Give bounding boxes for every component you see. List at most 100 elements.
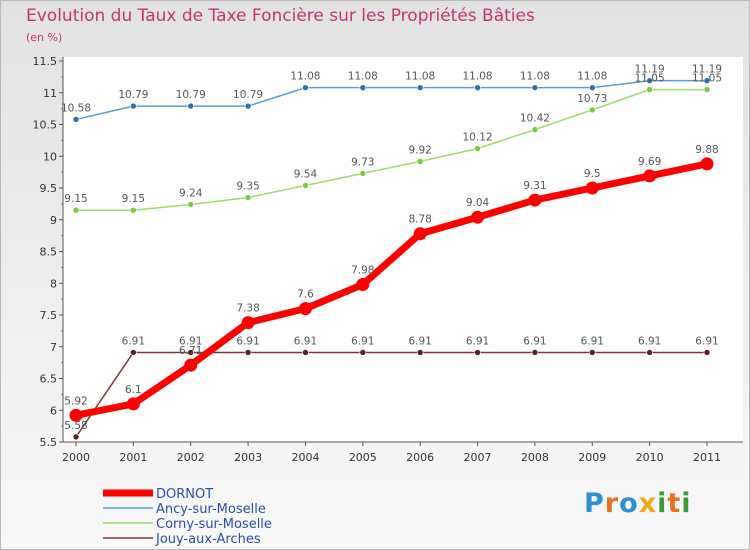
data-point-corny-sur-moselle xyxy=(187,201,195,208)
data-point-ancy-sur-moselle xyxy=(703,77,711,84)
y-tick-label: 8 xyxy=(50,277,57,290)
y-tick-label: 6.5 xyxy=(40,373,58,386)
data-point-dornot xyxy=(585,181,599,195)
data-point-corny-sur-moselle xyxy=(302,182,309,189)
data-point-corny-sur-moselle xyxy=(531,126,539,133)
data-label-ancy-sur-moselle: 11.08 xyxy=(290,71,320,83)
data-label-ancy-sur-moselle: 11.19 xyxy=(692,64,722,76)
data-point-corny-sur-moselle xyxy=(416,158,424,165)
y-tick-label: 11 xyxy=(43,87,57,100)
data-label-corny-sur-moselle: 9.92 xyxy=(408,144,431,156)
data-point-ancy-sur-moselle xyxy=(130,102,137,110)
data-point-ancy-sur-moselle xyxy=(187,102,195,110)
y-unit-label: (en %) xyxy=(26,31,63,44)
x-tick-label: 2004 xyxy=(291,451,319,464)
data-label-corny-sur-moselle: 10.42 xyxy=(520,113,550,125)
x-tick-label: 2003 xyxy=(234,451,262,464)
legend-label-dornot: DORNOT xyxy=(156,487,213,502)
data-point-ancy-sur-moselle xyxy=(531,84,539,91)
legend-label-ancy-sur-moselle: Ancy-sur-Moselle xyxy=(156,502,266,517)
data-label-corny-sur-moselle: 9.24 xyxy=(179,188,203,200)
data-point-dornot xyxy=(413,227,427,241)
data-label-dornot: 9.5 xyxy=(584,168,601,180)
series-line-corny-sur-moselle xyxy=(75,88,708,211)
data-point-jouy-aux-arches xyxy=(302,349,309,356)
data-point-jouy-aux-arches xyxy=(588,349,596,356)
data-label-jouy-aux-arches: 6.91 xyxy=(351,335,374,347)
data-label-jouy-aux-arches: 6.91 xyxy=(179,335,202,347)
data-point-ancy-sur-moselle xyxy=(646,77,653,84)
legend-label-jouy-aux-arches: Jouy-aux-Arches xyxy=(155,532,261,547)
data-point-ancy-sur-moselle xyxy=(72,116,80,123)
data-label-jouy-aux-arches: 6.91 xyxy=(581,335,604,347)
data-point-jouy-aux-arches xyxy=(474,349,481,356)
data-label-jouy-aux-arches: 6.91 xyxy=(236,335,259,347)
data-point-corny-sur-moselle xyxy=(72,206,80,214)
data-point-dornot xyxy=(356,278,370,292)
data-label-ancy-sur-moselle: 11.08 xyxy=(577,71,607,83)
data-label-corny-sur-moselle: 9.73 xyxy=(351,156,374,168)
data-point-corny-sur-moselle xyxy=(703,86,711,93)
data-point-ancy-sur-moselle xyxy=(244,102,252,110)
data-point-corny-sur-moselle xyxy=(130,206,137,214)
data-point-ancy-sur-moselle xyxy=(359,84,367,91)
data-label-corny-sur-moselle: 9.54 xyxy=(294,168,318,180)
data-point-ancy-sur-moselle xyxy=(302,84,309,91)
data-point-corny-sur-moselle xyxy=(359,170,367,177)
series-line-dornot xyxy=(72,160,711,419)
y-tick-label: 5.5 xyxy=(40,436,58,449)
data-point-jouy-aux-arches xyxy=(646,349,653,356)
series-line-ancy-sur-moselle xyxy=(75,79,708,121)
legend-label-corny-sur-moselle: Corny-sur-Moselle xyxy=(156,517,272,532)
y-tick-label: 9 xyxy=(50,214,57,227)
data-label-dornot: 9.69 xyxy=(638,156,661,168)
data-point-dornot xyxy=(298,302,312,316)
y-tick-label: 7.5 xyxy=(40,309,58,322)
data-label-jouy-aux-arches: 6.91 xyxy=(695,335,718,347)
data-label-ancy-sur-moselle: 11.19 xyxy=(635,64,665,76)
data-label-jouy-aux-arches: 6.91 xyxy=(408,335,431,347)
data-point-dornot xyxy=(126,397,140,411)
data-point-jouy-aux-arches xyxy=(187,349,195,356)
data-label-dornot: 7.6 xyxy=(297,289,314,301)
proxiti-logo: Proxiti xyxy=(584,488,692,519)
data-label-jouy-aux-arches: 6.91 xyxy=(466,335,489,347)
data-point-dornot xyxy=(643,169,657,183)
data-label-dornot: 9.04 xyxy=(466,197,490,209)
data-label-jouy-aux-arches: 6.91 xyxy=(122,335,145,347)
data-point-jouy-aux-arches xyxy=(703,349,711,356)
data-label-corny-sur-moselle: 9.15 xyxy=(122,193,145,205)
data-point-corny-sur-moselle xyxy=(474,145,481,152)
y-tick-label: 9.5 xyxy=(40,182,58,195)
data-label-corny-sur-moselle: 11.05 xyxy=(692,73,722,85)
data-point-dornot xyxy=(241,316,255,330)
data-point-ancy-sur-moselle xyxy=(416,84,424,91)
data-point-dornot xyxy=(69,408,83,422)
x-tick-label: 2006 xyxy=(406,451,434,464)
data-label-jouy-aux-arches: 5.58 xyxy=(64,420,87,432)
data-label-dornot: 7.98 xyxy=(351,265,374,277)
x-tick-label: 2008 xyxy=(521,451,549,464)
data-point-jouy-aux-arches xyxy=(359,349,367,356)
data-label-jouy-aux-arches: 6.91 xyxy=(523,335,546,347)
data-point-dornot xyxy=(471,210,485,224)
data-label-dornot: 6.71 xyxy=(179,345,202,357)
data-label-ancy-sur-moselle: 10.79 xyxy=(118,89,148,101)
chart-title: Evolution du Taux de Taxe Foncière sur l… xyxy=(26,6,535,26)
data-label-corny-sur-moselle: 11.05 xyxy=(635,73,665,85)
data-label-dornot: 5.92 xyxy=(64,395,87,407)
x-tick-label: 2002 xyxy=(177,451,205,464)
data-label-dornot: 7.38 xyxy=(236,303,259,315)
data-point-corny-sur-moselle xyxy=(588,106,596,114)
data-point-jouy-aux-arches xyxy=(72,433,80,441)
x-tick-label: 2000 xyxy=(62,451,90,464)
data-label-jouy-aux-arches: 6.91 xyxy=(638,335,661,347)
x-tick-label: 2011 xyxy=(693,451,721,464)
data-label-ancy-sur-moselle: 10.79 xyxy=(233,89,263,101)
data-label-ancy-sur-moselle: 11.08 xyxy=(405,71,435,83)
data-label-ancy-sur-moselle: 10.79 xyxy=(176,89,206,101)
data-point-corny-sur-moselle xyxy=(244,194,252,201)
data-label-dornot: 9.88 xyxy=(695,144,718,156)
